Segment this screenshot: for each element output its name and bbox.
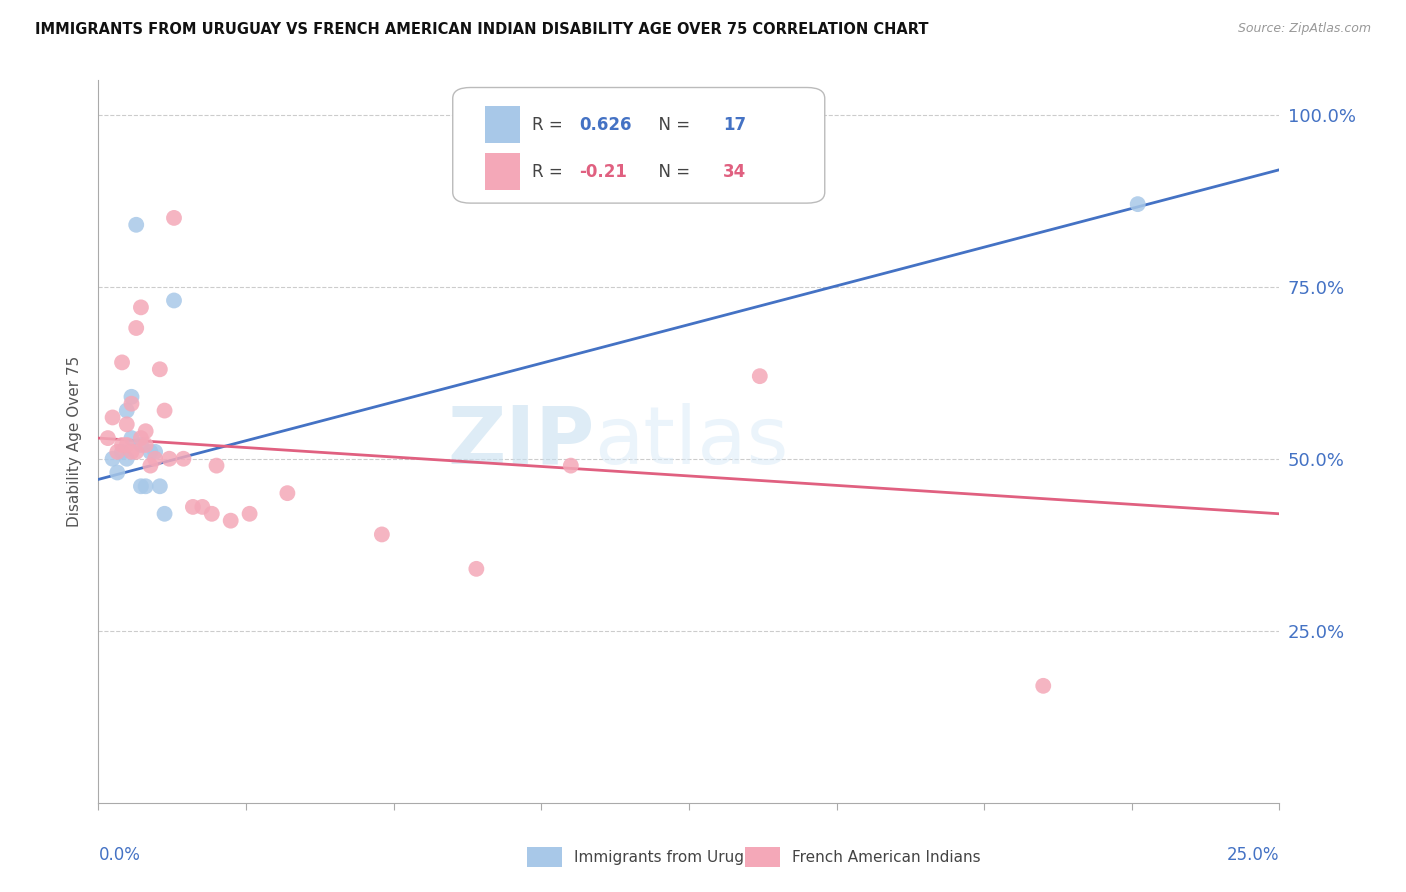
Point — [181, 500, 204, 514]
Text: R =: R = — [531, 162, 568, 180]
Point — [153, 507, 176, 521]
Text: 0.0%: 0.0% — [98, 847, 141, 864]
Point — [143, 451, 166, 466]
FancyBboxPatch shape — [485, 153, 520, 190]
Text: 17: 17 — [723, 116, 747, 134]
Point — [143, 445, 166, 459]
Point — [163, 293, 186, 308]
Text: atlas: atlas — [595, 402, 789, 481]
Point — [748, 369, 770, 384]
Point — [121, 397, 143, 411]
Point — [129, 301, 152, 315]
Point — [101, 451, 124, 466]
Point — [101, 410, 124, 425]
Text: -0.21: -0.21 — [579, 162, 627, 180]
Point — [129, 431, 152, 445]
Text: ZIP: ZIP — [447, 402, 595, 481]
Point — [121, 390, 143, 404]
Text: R =: R = — [531, 116, 568, 134]
FancyBboxPatch shape — [453, 87, 825, 203]
Y-axis label: Disability Age Over 75: Disability Age Over 75 — [67, 356, 83, 527]
Point — [135, 479, 157, 493]
Point — [465, 562, 488, 576]
Point — [121, 445, 143, 459]
Point — [1126, 197, 1149, 211]
Point — [149, 362, 172, 376]
Text: 25.0%: 25.0% — [1227, 847, 1279, 864]
FancyBboxPatch shape — [485, 106, 520, 144]
Point — [105, 466, 128, 480]
Point — [560, 458, 582, 473]
Point — [276, 486, 298, 500]
Point — [125, 445, 148, 459]
Point — [115, 438, 138, 452]
Point — [139, 458, 162, 473]
Point — [121, 431, 143, 445]
Point — [111, 355, 134, 369]
Point — [125, 218, 148, 232]
Point — [129, 479, 152, 493]
Point — [191, 500, 214, 514]
Text: N =: N = — [648, 162, 695, 180]
Point — [105, 445, 128, 459]
Point — [115, 451, 138, 466]
Point — [135, 438, 157, 452]
Point — [153, 403, 176, 417]
Text: N =: N = — [648, 116, 695, 134]
Text: French American Indians: French American Indians — [792, 850, 980, 864]
Point — [115, 417, 138, 432]
Point — [239, 507, 262, 521]
Point — [111, 438, 134, 452]
Point — [1032, 679, 1054, 693]
Point — [172, 451, 194, 466]
Text: Source: ZipAtlas.com: Source: ZipAtlas.com — [1237, 22, 1371, 36]
Point — [129, 438, 152, 452]
Point — [149, 479, 172, 493]
Point — [111, 445, 134, 459]
Point — [135, 424, 157, 438]
Text: Immigrants from Uruguay: Immigrants from Uruguay — [574, 850, 772, 864]
Point — [163, 211, 186, 225]
Point — [139, 445, 162, 459]
Point — [125, 321, 148, 335]
Point — [115, 403, 138, 417]
Point — [201, 507, 224, 521]
Text: 34: 34 — [723, 162, 747, 180]
Point — [157, 451, 180, 466]
Point — [97, 431, 120, 445]
Text: IMMIGRANTS FROM URUGUAY VS FRENCH AMERICAN INDIAN DISABILITY AGE OVER 75 CORRELA: IMMIGRANTS FROM URUGUAY VS FRENCH AMERIC… — [35, 22, 928, 37]
Text: 0.626: 0.626 — [579, 116, 631, 134]
Point — [371, 527, 394, 541]
Point — [205, 458, 228, 473]
Point — [219, 514, 242, 528]
